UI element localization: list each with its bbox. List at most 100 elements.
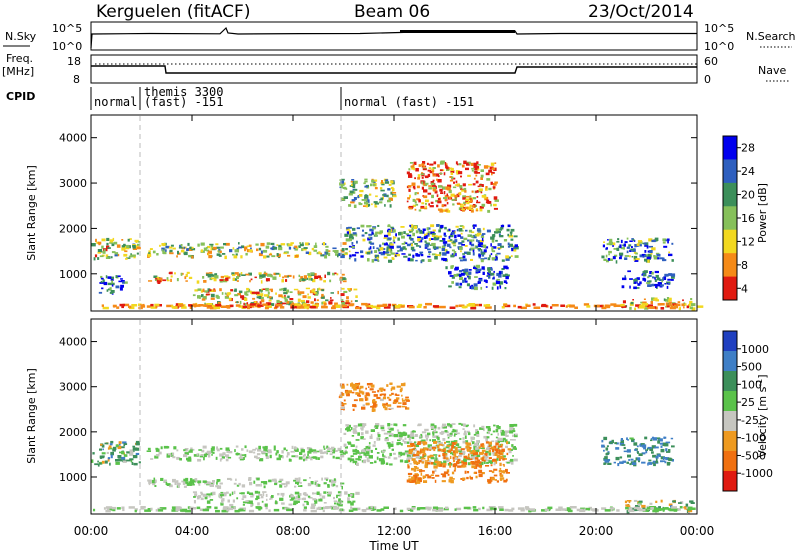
velocity-cell-5 bbox=[512, 430, 516, 433]
velocity-cell-6 bbox=[412, 453, 416, 457]
velocity-cell-5 bbox=[373, 426, 376, 429]
power-cell-4 bbox=[268, 296, 272, 299]
velocity-cell-7 bbox=[671, 445, 675, 448]
power-cell-6 bbox=[349, 233, 353, 236]
velocity-cell-6 bbox=[425, 474, 429, 477]
velocity-cell-7 bbox=[605, 447, 609, 451]
power-cell-8 bbox=[478, 279, 483, 282]
velocity-cell-6 bbox=[459, 452, 463, 455]
power-cell-3 bbox=[259, 277, 263, 279]
power-cell-0 bbox=[97, 251, 101, 254]
velocity-cell-3 bbox=[200, 491, 203, 494]
power-cell-6 bbox=[391, 227, 395, 232]
power-cell-7 bbox=[423, 189, 428, 193]
power-cell-6 bbox=[428, 253, 431, 255]
power-cell-8 bbox=[493, 276, 495, 280]
power-cell-9 bbox=[622, 246, 625, 250]
velocity-cell-7 bbox=[604, 462, 607, 465]
power-cell-11 bbox=[664, 299, 669, 302]
velocity-cell-1 bbox=[306, 456, 311, 459]
power-cell-6 bbox=[446, 251, 450, 254]
velocity-cell-5 bbox=[504, 433, 507, 436]
power-cell-1 bbox=[109, 276, 114, 280]
power-near-range-cell bbox=[335, 304, 342, 307]
power-cell-7 bbox=[438, 172, 443, 175]
power-near-range-cell bbox=[150, 306, 157, 309]
power-cell-7 bbox=[436, 194, 439, 198]
power-cell-4 bbox=[224, 292, 227, 295]
power-cell-6 bbox=[441, 245, 446, 249]
power-cell-2 bbox=[278, 244, 282, 248]
power-cell-9 bbox=[646, 245, 649, 249]
power-cell-7 bbox=[446, 210, 451, 213]
velocity-cell-6 bbox=[485, 453, 488, 457]
velocity-cell-0 bbox=[119, 451, 123, 454]
velocity-cell-6 bbox=[450, 479, 454, 484]
velocity-cell-5 bbox=[454, 433, 458, 435]
velocity-cell-5 bbox=[376, 456, 379, 460]
velocity-cell-1 bbox=[287, 452, 290, 455]
velocity-cell-5 bbox=[476, 432, 480, 434]
power-near-range-cell bbox=[235, 304, 241, 307]
power-cell-4 bbox=[194, 289, 199, 292]
power-cell-7 bbox=[432, 172, 434, 175]
velocity-cell-3 bbox=[337, 491, 342, 494]
power-cell-6 bbox=[390, 243, 394, 246]
velocity-near-range-cell bbox=[646, 507, 654, 510]
power-cell-4 bbox=[205, 293, 210, 296]
velocity-cell-4 bbox=[391, 392, 394, 395]
velocity-cell-5 bbox=[480, 447, 485, 449]
power-cell-5 bbox=[370, 183, 373, 187]
velocity-cell-4 bbox=[358, 382, 361, 385]
velocity-cell-5 bbox=[423, 439, 426, 443]
velocity-cell-7 bbox=[660, 445, 663, 448]
power-cell-11 bbox=[622, 300, 626, 304]
velocity-cell-4 bbox=[359, 390, 363, 394]
velocity-cell-1 bbox=[273, 445, 276, 448]
power-cell-8 bbox=[496, 286, 499, 290]
power-cell-7 bbox=[468, 183, 473, 186]
power-cell-2 bbox=[163, 252, 167, 254]
power-cell-3 bbox=[219, 279, 224, 282]
velocity-cell-1 bbox=[146, 450, 151, 452]
power-cell-5 bbox=[380, 197, 384, 201]
power-cell-6 bbox=[409, 230, 412, 233]
power-cell-1 bbox=[111, 282, 115, 286]
power-cell-4 bbox=[283, 296, 287, 299]
velocity-cell-6 bbox=[449, 464, 452, 468]
velocity-cell-5 bbox=[398, 455, 402, 458]
power-cell-7 bbox=[461, 189, 466, 192]
velocity-cell-5 bbox=[366, 451, 370, 455]
freq-panel: Freq. [MHz] 18 8 60 0 Nave bbox=[2, 52, 790, 86]
power-near-range-cell bbox=[157, 304, 162, 307]
velocity-cell-2 bbox=[310, 481, 314, 485]
velocity-cell-6 bbox=[467, 454, 470, 458]
power-cell-6 bbox=[383, 250, 385, 254]
power-cell-7 bbox=[424, 165, 427, 168]
power-cell-2 bbox=[208, 254, 213, 259]
velocity-near-range-cell bbox=[248, 509, 255, 513]
velocity-cell-6 bbox=[434, 469, 437, 472]
velocity-cell-7 bbox=[633, 442, 638, 446]
velocity-cell-6 bbox=[451, 442, 456, 445]
power-cell-4 bbox=[330, 292, 334, 294]
power-cell-6 bbox=[478, 255, 481, 259]
power-cell-8 bbox=[458, 270, 463, 273]
velocity-cell-5 bbox=[452, 428, 455, 432]
velocity-cell-5 bbox=[404, 450, 409, 454]
velocity-near-range-cell bbox=[374, 506, 377, 509]
time-x-axis: 00:00 04:00 08:00 12:00 16:00 20:00 00:00 bbox=[74, 115, 714, 538]
velocity-cell-8 bbox=[635, 505, 639, 508]
velocity-cell-6 bbox=[499, 477, 505, 480]
power-cell-6 bbox=[503, 239, 508, 242]
velocity-cell-1 bbox=[200, 454, 204, 456]
velocity-near-range-cell bbox=[159, 507, 167, 510]
velocity-cell-4 bbox=[405, 407, 410, 410]
power-cell-1 bbox=[101, 287, 104, 290]
power-cell-6 bbox=[345, 238, 351, 242]
velocity-cell-5 bbox=[355, 439, 360, 441]
power-cell-2 bbox=[188, 248, 193, 251]
velocity-cell-3 bbox=[262, 492, 265, 496]
velocity-cell-4 bbox=[359, 387, 362, 390]
power-cell-7 bbox=[437, 164, 440, 168]
